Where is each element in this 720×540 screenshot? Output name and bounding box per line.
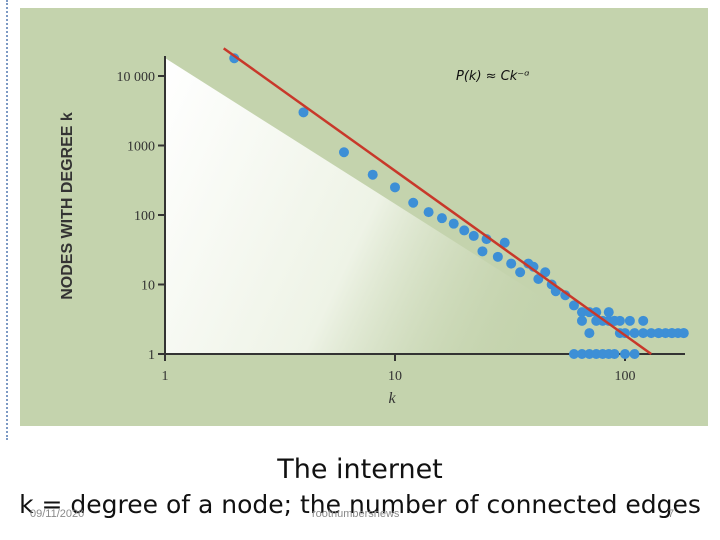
x-axis-label: k: [388, 390, 396, 407]
footer-date: 09/11/2020: [30, 508, 85, 520]
x-tick-label: 1: [162, 369, 169, 384]
degree-distribution-chart: 1 10 100 1000 10 000 1 10 100 NODES WITH DEGRE…: [59, 47, 689, 407]
data-point: [408, 197, 419, 208]
data-point: [390, 182, 400, 193]
slide-title: The internet: [277, 454, 443, 485]
data-point: [646, 328, 657, 339]
data-point: [638, 328, 649, 339]
data-point: [540, 267, 551, 278]
x-tick-label: 100: [615, 369, 636, 384]
y-axis-label: NODES WITH DEGREE k: [59, 112, 76, 300]
data-point: [492, 251, 503, 262]
data-point: [591, 307, 602, 318]
formula-label: P(k) ≈ Ck⁻ᵅ: [456, 69, 529, 84]
data-point: [620, 349, 630, 359]
y-tick-label: 10: [141, 279, 155, 294]
data-point: [609, 349, 620, 359]
data-point: [584, 349, 595, 359]
data-point: [568, 349, 579, 359]
footer-source: rootnumbersnews: [312, 508, 400, 520]
plot-highlight: [165, 58, 630, 353]
data-point: [584, 328, 595, 339]
slide-left-border: [0, 0, 8, 440]
data-point: [678, 328, 689, 339]
data-point: [624, 315, 635, 326]
data-point: [629, 349, 640, 359]
data-point: [576, 349, 587, 359]
data-point: [576, 307, 587, 318]
data-point: [423, 207, 434, 218]
x-tick-label: 10: [388, 369, 402, 384]
y-tick-label: 10 000: [117, 70, 156, 85]
data-point: [515, 267, 526, 278]
page-number: 7: [668, 508, 675, 520]
data-point: [653, 328, 664, 339]
data-point: [568, 300, 579, 311]
data-point: [436, 213, 447, 224]
data-point: [499, 237, 510, 248]
y-tick-label: 1: [148, 348, 155, 363]
data-point: [468, 230, 479, 241]
data-point: [367, 169, 378, 180]
data-point: [459, 225, 470, 236]
chart-figure: 1 10 100 1000 10 000 1 10 100 NODES WITH DEGRE…: [20, 8, 708, 426]
data-point: [560, 290, 571, 301]
slide-subtitle: k = degree of a node; the number of conn…: [19, 490, 701, 519]
y-tick-label: 100: [134, 209, 155, 224]
data-point: [576, 315, 587, 326]
data-point: [448, 218, 459, 229]
data-point: [666, 328, 677, 339]
data-point: [584, 307, 595, 318]
power-law-fit-line: [222, 47, 652, 356]
data-point: [638, 315, 649, 326]
data-point: [338, 147, 349, 158]
data-point: [629, 328, 640, 339]
data-point: [298, 107, 309, 118]
data-point: [506, 258, 517, 269]
data-point: [609, 315, 620, 326]
data-point: [477, 246, 488, 257]
y-tick-label: 1000: [127, 140, 155, 155]
data-point: [229, 53, 240, 64]
data-point: [603, 307, 614, 318]
